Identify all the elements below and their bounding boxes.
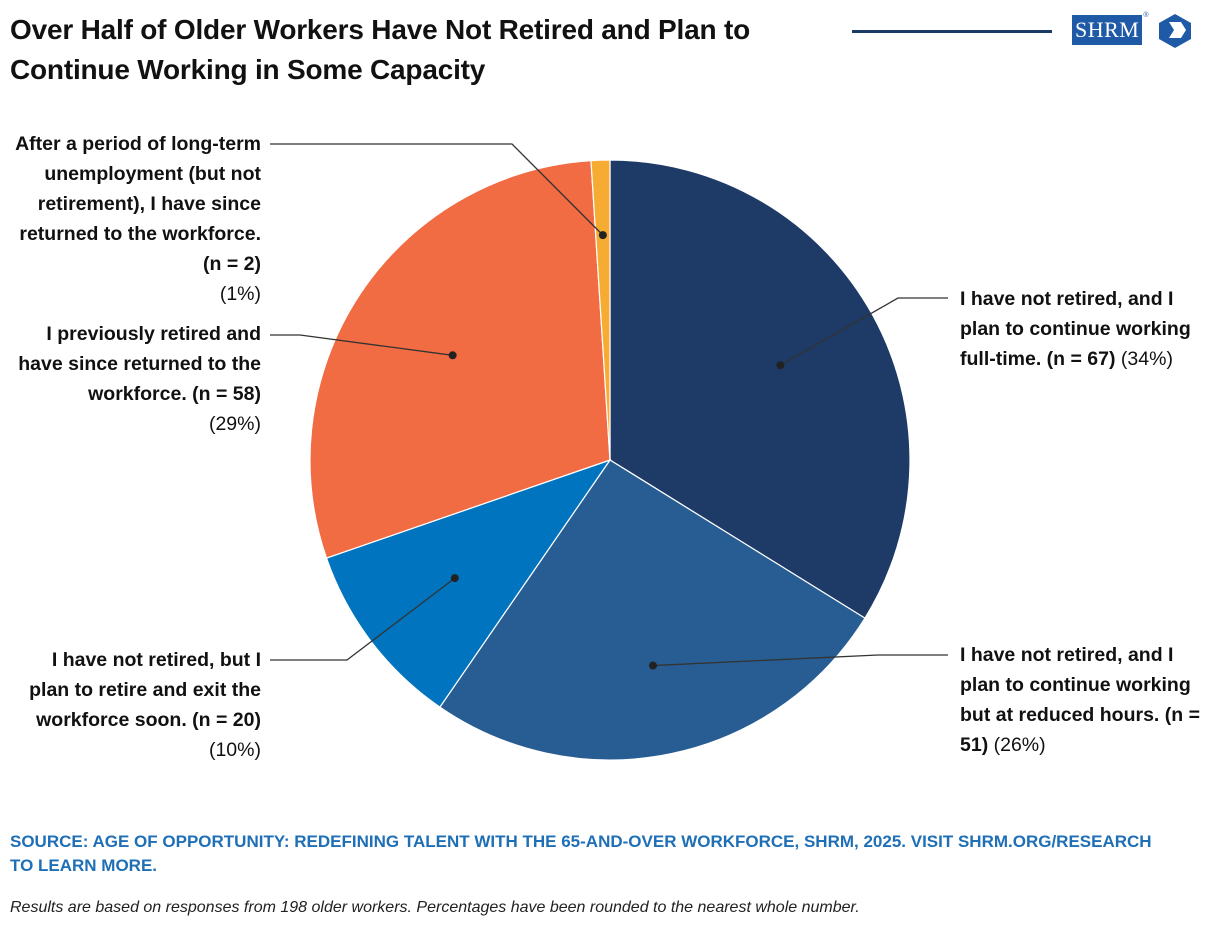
title-rule (852, 30, 1052, 33)
chart-title: Over Half of Older Workers Have Not Reti… (10, 14, 750, 85)
slice-label-reduced-hours: I have not retired, and I plan to contin… (960, 640, 1215, 760)
slice-n: 58 (232, 383, 255, 405)
slice-label-unemployment: After a period of long-term unemployment… (10, 129, 261, 309)
logo-text: SHRM (1072, 15, 1143, 45)
slice-label-retire-soon: I have not retired, but I plan to retire… (10, 645, 261, 765)
slice-n: 20 (232, 709, 255, 731)
slice-label-full-time: I have not retired, and I plan to contin… (960, 284, 1210, 374)
slice-n-close: ) (254, 709, 262, 731)
slice-text: I have not retired, and I plan to contin… (960, 288, 1191, 370)
footnote: Results are based on responses from 198 … (10, 899, 860, 916)
leader-dot (450, 574, 459, 583)
slice-n: 67 (1087, 348, 1109, 370)
slice-text: I have not retired, but I plan to retire… (29, 649, 261, 731)
leader-dot (649, 661, 658, 670)
slice-text: I have not retired, and I plan to contin… (960, 644, 1200, 726)
shrm-mark-icon (1158, 14, 1191, 48)
slice-n: 51 (960, 734, 982, 756)
leader-dot (598, 231, 607, 240)
slice-n-close: ) (254, 383, 262, 405)
source-note: SOURCE: AGE OF OPPORTUNITY: REDEFINING T… (10, 832, 1152, 875)
slice-n: 2 (243, 253, 255, 275)
slice-pct: (26%) (993, 734, 1046, 756)
leader-line (270, 577, 456, 661)
leader-line (780, 297, 948, 366)
leader-dot (448, 351, 457, 360)
slice-label-returned: I previously retired and have since retu… (10, 319, 261, 439)
logo-registered-mark: ® (1143, 12, 1149, 19)
slice-full-time (609, 159, 911, 619)
slice-reduced-hours (439, 459, 866, 761)
leader-line (652, 654, 948, 667)
leader-dot (776, 361, 785, 370)
slice-n-close: ) (981, 734, 989, 756)
slice-n-close: ) (254, 253, 262, 275)
slice-pct: (29%) (208, 413, 261, 435)
slice-returned (309, 159, 611, 559)
leader-line (270, 334, 453, 356)
slice-pct: (1%) (219, 283, 261, 305)
shrm-logo: SHRM ® (1072, 12, 1195, 48)
slice-pct: (34%) (1120, 348, 1173, 370)
slice-pct: (10%) (208, 739, 261, 761)
slice-text: I previously retired and have since retu… (18, 323, 261, 405)
slice-text: After a period of long-term unemployment… (15, 133, 261, 275)
leader-line (270, 143, 604, 236)
slice-n-close: ) (1109, 348, 1116, 370)
